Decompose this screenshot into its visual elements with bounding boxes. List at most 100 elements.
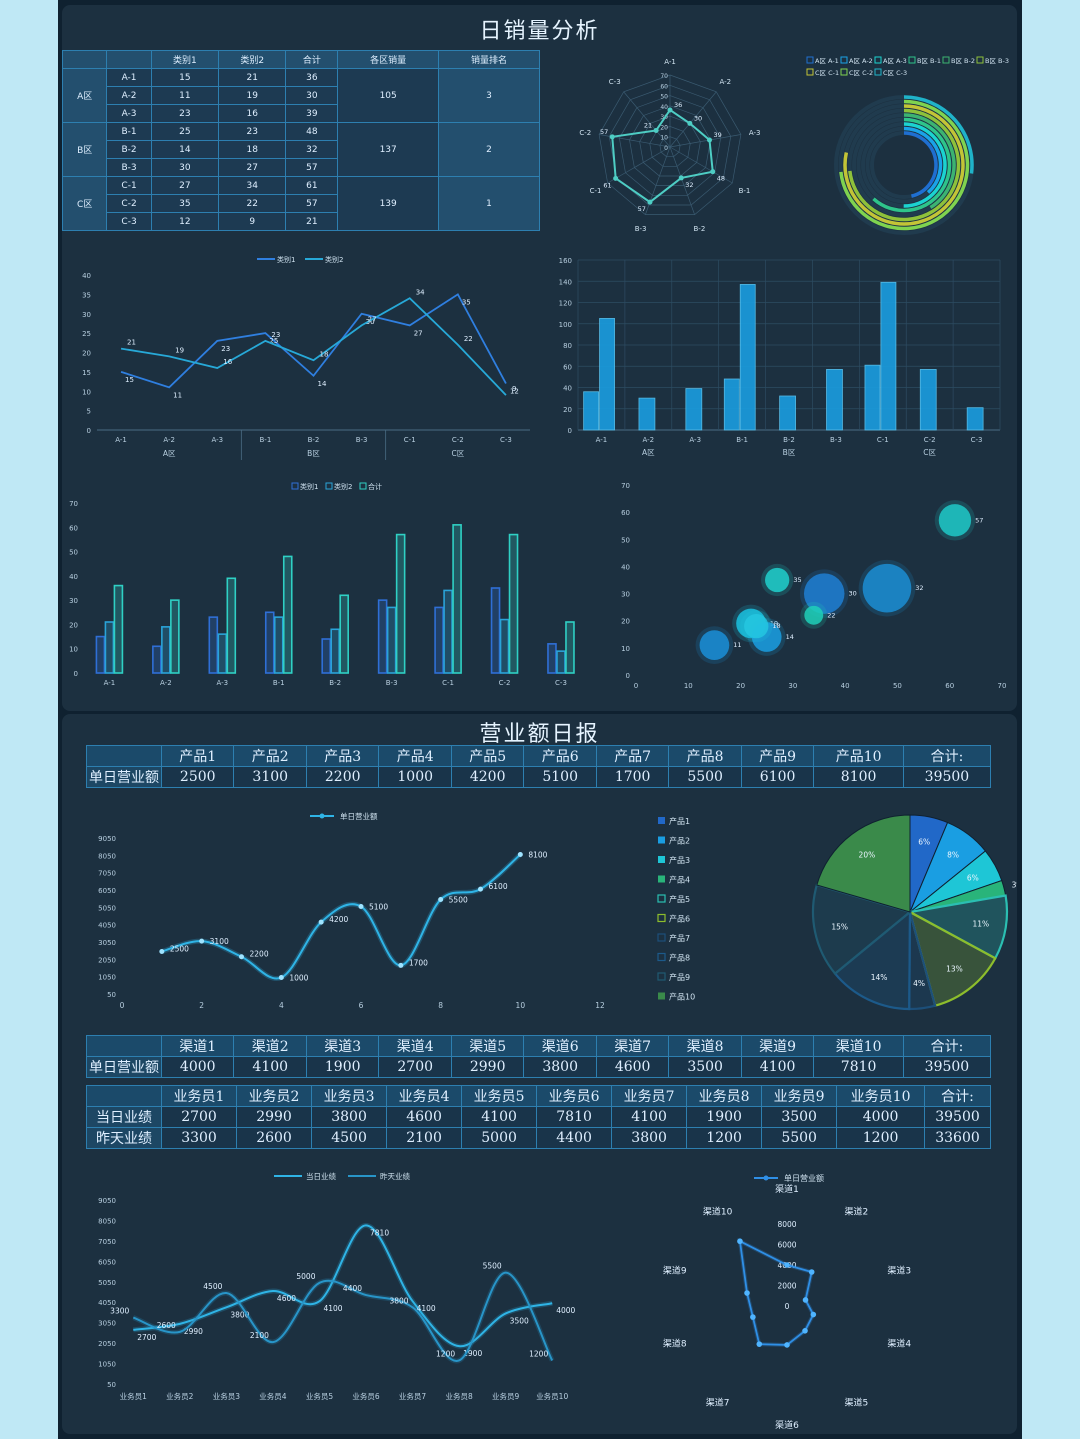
data-label: 21 <box>127 339 136 347</box>
radar-data-label: 32 <box>685 181 693 189</box>
donut-ring-segment <box>839 99 970 231</box>
value-cell: 39500 <box>902 766 992 788</box>
legend-swatch <box>874 56 882 64</box>
value-cell: 3100 <box>233 766 307 788</box>
legend-label: B区 B-2 <box>951 57 975 65</box>
value-cell: 1000 <box>378 766 452 788</box>
panel-title: 日销量分析 <box>479 19 600 44</box>
radar-category-label: 渠道5 <box>844 1396 868 1408</box>
value-cell: 25 <box>150 122 220 141</box>
bubble-label: 18 <box>772 622 780 630</box>
value-cell: 4400 <box>536 1127 613 1149</box>
y-tick-label: 5050 <box>98 904 116 912</box>
value-cell: 4100 <box>461 1106 538 1128</box>
radar-data-label: 21 <box>644 121 652 129</box>
radar-series-line <box>738 1239 815 1346</box>
y-tick-label: 60 <box>621 509 630 517</box>
region-name-cell: C区 <box>62 176 108 231</box>
value-cell: 5500 <box>668 766 742 788</box>
x-tick-label: 2 <box>199 1001 204 1010</box>
y-tick-label: 30 <box>621 591 630 599</box>
value-cell: 2990 <box>450 1056 525 1078</box>
y-tick-label: 6050 <box>98 1258 116 1266</box>
value-cell: 23 <box>218 122 287 141</box>
bar <box>434 606 444 674</box>
legend-swatch <box>658 875 665 883</box>
region-name-cell: A区 <box>62 68 108 123</box>
region-rank-cell: 1 <box>438 176 540 231</box>
legend-swatch <box>658 836 665 844</box>
staff-performance-table: 业务员1 业务员2 业务员3 业务员4 业务员5 业务员6 业务员7 业务员8 业务员9 业务员1… <box>86 1085 991 1149</box>
bar <box>377 599 388 674</box>
pie-label: 15% <box>831 922 848 931</box>
bubble-chart: 0 10 20 30 40 50 60 70 0 10 20 30 40 50 60 70 11 19 14 18 35… <box>621 482 1006 690</box>
x-tick-label: 10 <box>684 682 693 690</box>
radar-tick-label: 8000 <box>777 1220 796 1229</box>
radar-axis <box>669 146 733 184</box>
data-point <box>478 886 483 892</box>
y-tick-label: 6050 <box>98 887 116 895</box>
data-label: 8100 <box>528 850 547 859</box>
grouped-bar-chart: 类别1 类别2 合计 0 10 20 30 40 50 60 70 A-1 A-2 A-3 B-1 B-2 B-… <box>69 482 575 687</box>
radar-category-label: 渠道1 <box>775 1183 799 1195</box>
data-label: 7810 <box>370 1228 389 1237</box>
bar-chart-regions: 0 20 40 60 80 100 120 140 160 A-1 A-2 A-3 B-1 B-2 B-3 C… <box>559 257 1001 457</box>
legend-label: 产品3 <box>669 855 690 865</box>
series-line <box>120 297 507 396</box>
value-cell: 27 <box>218 158 287 177</box>
radar-data-label: 57 <box>638 205 646 213</box>
revenue-report-panel: 营业额日报 产品1 产品2 产品3 产品4 产品5 产品6 产品7 产品8 产品9 产品10 合计:… <box>62 714 1017 1434</box>
x-tick-label: 20 <box>736 682 745 690</box>
pie-label: 3% <box>1012 880 1017 889</box>
value-cell: 4500 <box>311 1127 388 1149</box>
sales-analysis-panel: 日销量分析 类别1 类别2 合计 各区销量 销量排名 A区 A-1 15 21 36 105 3 A-2… <box>62 5 1017 711</box>
radar-category-label: 渠道7 <box>706 1396 730 1408</box>
value-cell: 1200 <box>686 1127 763 1149</box>
column-header: 业务员5 <box>461 1085 538 1107</box>
radar-category-label: 渠道8 <box>663 1337 687 1349</box>
legend-label: 类别1 <box>277 255 295 264</box>
donut-ring-segment <box>903 122 947 208</box>
data-label: 12 <box>510 388 519 396</box>
bubble <box>862 563 912 613</box>
bar <box>723 378 740 431</box>
x-tick-label: C-1 <box>404 436 416 444</box>
value-cell: 18 <box>218 140 287 159</box>
data-label: 4400 <box>343 1284 362 1293</box>
y-tick-label: 15 <box>82 369 91 377</box>
legend-swatch <box>908 56 916 64</box>
value-cell: 2600 <box>236 1127 313 1149</box>
row-label: 单日营业额 <box>86 766 162 788</box>
bar <box>321 638 331 674</box>
legend-label: C区 C-1 <box>815 69 839 77</box>
legend-label: 产品4 <box>669 875 690 885</box>
x-tick-label: 10 <box>516 1001 526 1010</box>
radar-category-label: 渠道9 <box>663 1265 687 1277</box>
radar-tick-label: 6000 <box>777 1241 796 1250</box>
legend-label: B区 B-3 <box>985 57 1009 65</box>
donut-ring-segment <box>848 108 961 222</box>
radar-tick-label: 60 <box>660 83 668 90</box>
radar-grid-ring <box>618 95 722 196</box>
bubble-label: 32 <box>915 584 923 592</box>
y-tick-label: 1050 <box>98 974 116 982</box>
data-label: 3800 <box>230 1310 249 1319</box>
value-cell: 48 <box>285 122 339 141</box>
bar <box>779 395 796 431</box>
value-cell: 1200 <box>836 1127 926 1149</box>
panel-title: 营业额日报 <box>479 722 600 747</box>
y-tick-label: 8050 <box>98 1217 116 1225</box>
y-tick-label: 40 <box>69 573 78 581</box>
legend-label: 单日营业额 <box>340 811 378 821</box>
value-cell: 39500 <box>902 1056 992 1078</box>
x-tick-label: A-3 <box>211 436 223 444</box>
legend-swatch <box>658 817 665 824</box>
column-header: 业务员8 <box>686 1085 763 1107</box>
bar <box>638 397 656 431</box>
y-tick-label: 8050 <box>98 852 116 860</box>
data-label: 4100 <box>323 1304 342 1313</box>
column-header: 业务员7 <box>611 1085 688 1107</box>
radar-point <box>609 134 615 140</box>
value-cell: 3300 <box>160 1127 238 1149</box>
